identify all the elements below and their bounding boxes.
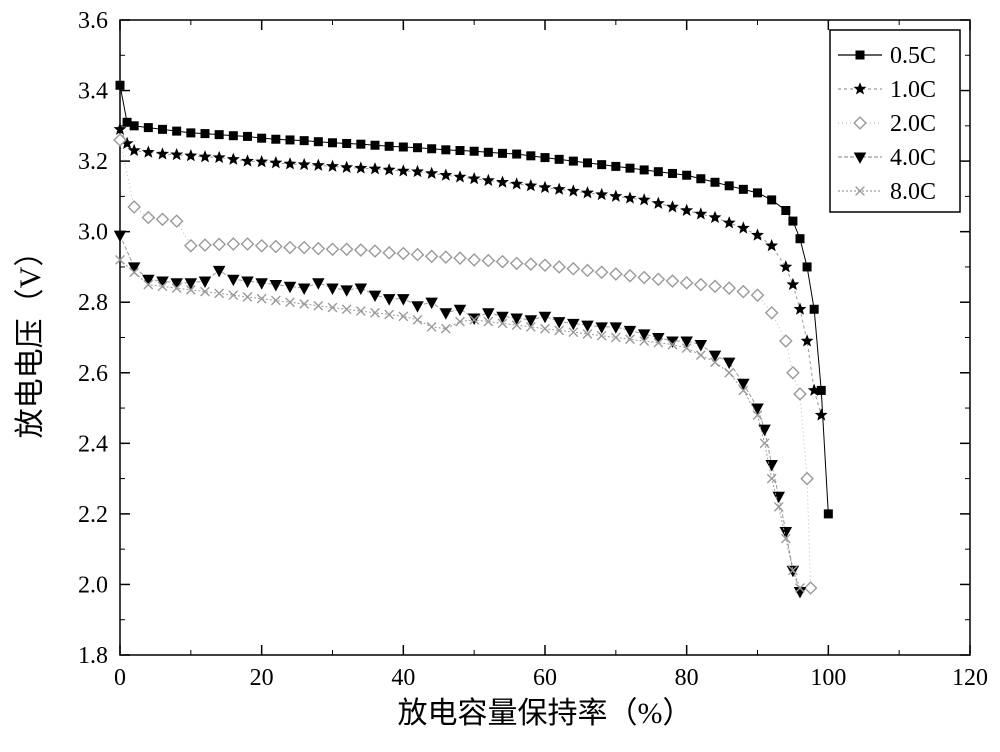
y-tick-label: 3.4 bbox=[78, 79, 108, 105]
x-tick-label: 100 bbox=[810, 665, 846, 691]
series-2.0C bbox=[114, 134, 816, 594]
y-tick-label: 3.2 bbox=[78, 149, 108, 175]
x-tick-label: 120 bbox=[952, 665, 988, 691]
x-tick-label: 80 bbox=[675, 665, 699, 691]
x-tick-label: 20 bbox=[250, 665, 274, 691]
discharge-voltage-chart: 0 20 40 60 80 100 120 1.8 2.0 2.2 2.4 2.6 2.8 3.0 3.2 3… bbox=[0, 0, 1000, 752]
x-tick-label: 60 bbox=[533, 665, 557, 691]
legend-label: 2.0C bbox=[890, 111, 936, 137]
y-tick-label: 2.2 bbox=[78, 502, 108, 528]
x-tick-label: 40 bbox=[391, 665, 415, 691]
series-0.5C bbox=[116, 81, 832, 518]
y-tick-label: 1.8 bbox=[78, 643, 108, 669]
x-axis-label: 放电容量保持率（%） bbox=[398, 697, 693, 730]
y-tick-label: 3.6 bbox=[78, 8, 108, 34]
legend-label: 4.0C bbox=[890, 145, 936, 171]
legend-label: 1.0C bbox=[890, 77, 936, 103]
y-tick-label: 2.0 bbox=[78, 572, 108, 598]
y-tick-label: 3.0 bbox=[78, 220, 108, 246]
y-tick-label: 2.8 bbox=[78, 290, 108, 316]
legend-label: 8.0C bbox=[890, 179, 936, 205]
x-tick-label: 0 bbox=[114, 665, 126, 691]
y-tick-label: 2.4 bbox=[78, 431, 108, 457]
y-axis-label: 放电电压（V） bbox=[14, 237, 47, 439]
legend: 0.5C 1.0C 2.0C 4.0C 8.0C bbox=[830, 30, 960, 212]
chart-container: 0 20 40 60 80 100 120 1.8 2.0 2.2 2.4 2.6 2.8 3.0 3.2 3… bbox=[0, 0, 1000, 752]
y-tick-label: 2.6 bbox=[78, 361, 108, 387]
legend-label: 0.5C bbox=[890, 43, 936, 69]
